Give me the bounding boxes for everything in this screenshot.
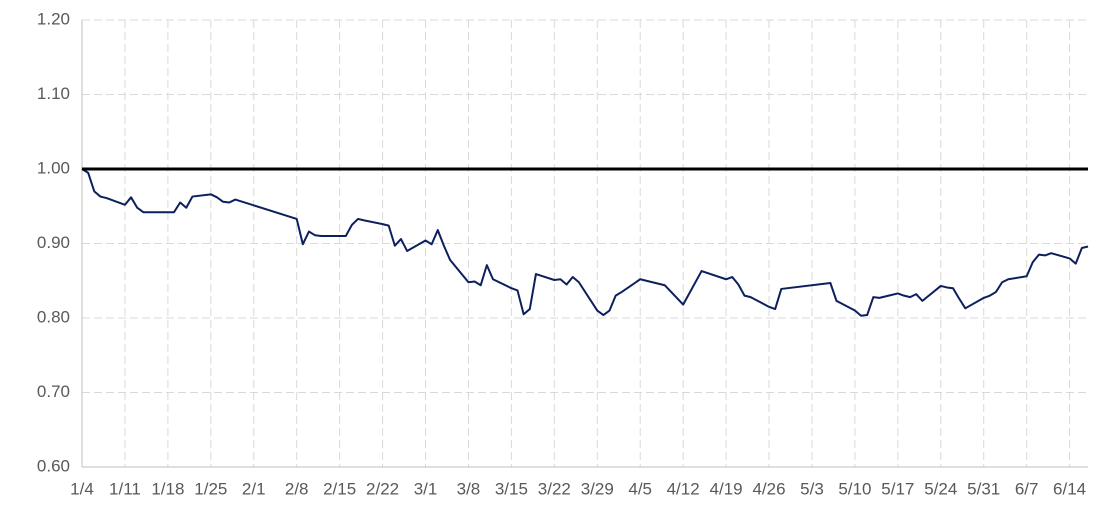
x-tick-label: 3/22 xyxy=(538,479,571,498)
x-tick-label: 4/26 xyxy=(752,479,785,498)
x-tick-label: 2/22 xyxy=(366,479,399,498)
y-tick-label: 0.80 xyxy=(37,307,70,326)
x-tick-label: 6/7 xyxy=(1015,479,1039,498)
x-tick-label: 5/31 xyxy=(967,479,1000,498)
y-tick-label: 1.00 xyxy=(37,158,70,177)
x-tick-label: 3/8 xyxy=(457,479,481,498)
x-tick-label: 1/4 xyxy=(70,479,94,498)
y-tick-label: 0.90 xyxy=(37,233,70,252)
x-tick-label: 2/1 xyxy=(242,479,266,498)
x-tick-label: 1/11 xyxy=(109,479,141,498)
y-tick-label: 0.70 xyxy=(37,382,70,401)
y-tick-label: 0.60 xyxy=(37,456,70,475)
x-tick-label: 5/10 xyxy=(838,479,871,498)
x-tick-label: 5/17 xyxy=(881,479,914,498)
x-tick-label: 3/1 xyxy=(414,479,438,498)
y-tick-label: 1.10 xyxy=(37,84,70,103)
x-tick-label: 4/19 xyxy=(710,479,743,498)
data-line xyxy=(81,168,1089,317)
x-tick-label: 1/18 xyxy=(151,479,184,498)
x-tick-label: 3/15 xyxy=(495,479,528,498)
x-tick-label: 2/8 xyxy=(285,479,309,498)
x-tick-label: 2/15 xyxy=(323,479,356,498)
x-tick-label: 6/14 xyxy=(1053,479,1086,498)
y-tick-label: 1.20 xyxy=(37,9,70,28)
x-tick-label: 3/29 xyxy=(581,479,614,498)
x-tick-label: 5/24 xyxy=(924,479,957,498)
x-tick-label: 5/3 xyxy=(800,479,824,498)
x-tick-label: 4/12 xyxy=(667,479,700,498)
x-tick-label: 4/5 xyxy=(628,479,652,498)
x-tick-label: 1/25 xyxy=(194,479,227,498)
